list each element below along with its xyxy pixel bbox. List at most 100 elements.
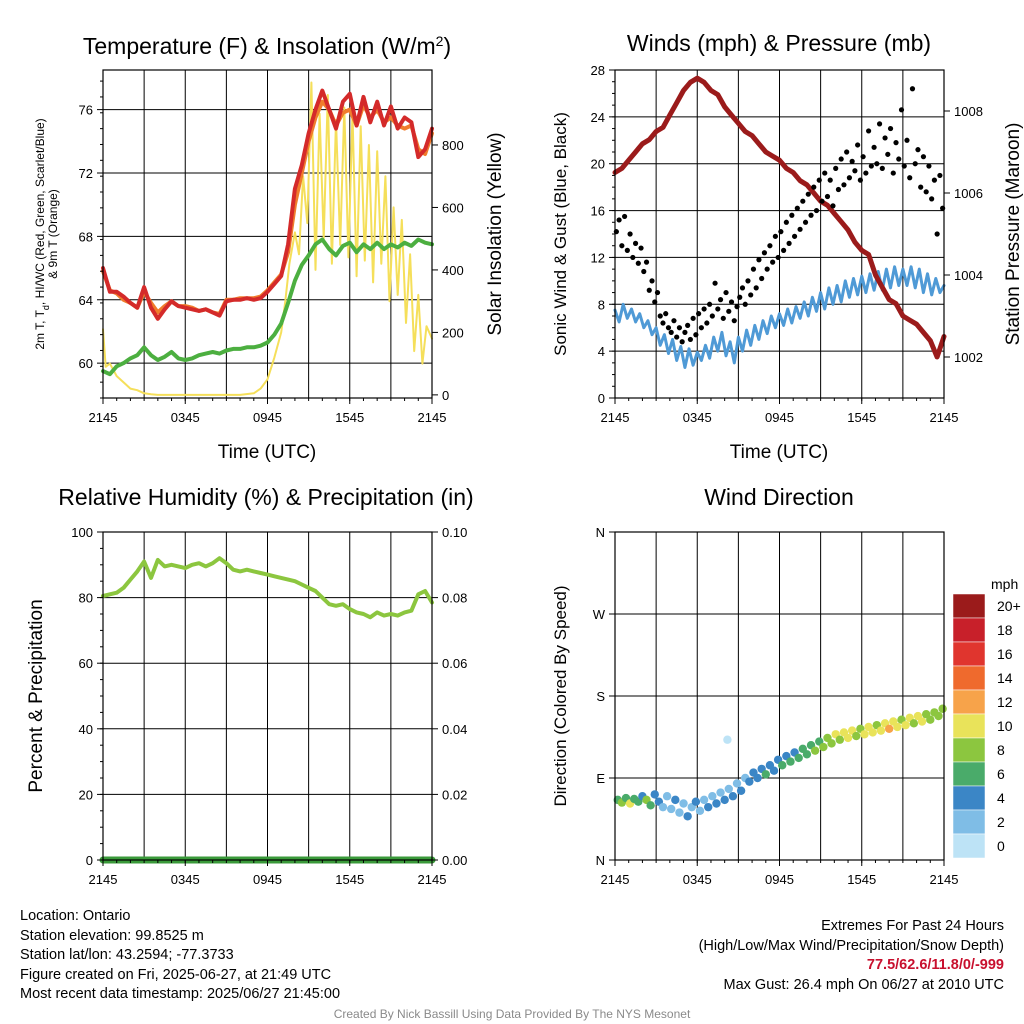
extremes-values: 77.5/62.6/11.8/0/-999: [866, 957, 1004, 973]
colorbar-swatch: [952, 665, 986, 691]
direction-point: [934, 711, 943, 721]
left-tick-label: 8: [598, 297, 605, 312]
left-tick-label: 60: [79, 656, 93, 671]
gust-point: [632, 240, 639, 246]
gust-point: [772, 233, 778, 239]
gust-point: [833, 165, 839, 171]
gust-point: [794, 205, 800, 211]
gust-point: [676, 325, 683, 331]
left-tick-label: W: [593, 607, 606, 622]
extremes-title: Extremes For Past 24 Hours: [821, 918, 1004, 934]
temperature-ylabel-left: 2m T, Td, HI/WC (Red, Green, Scarlet/Blu…: [33, 118, 51, 349]
right-tick-label: 1006: [954, 186, 983, 201]
gust-point: [937, 172, 943, 179]
gust-point: [827, 177, 833, 183]
colorbar-label: 2: [997, 814, 1005, 830]
gust-point: [770, 259, 776, 265]
humidity-ylabel-left: Percent & Precipitation: [26, 599, 47, 792]
colorbar-swatch: [952, 737, 986, 763]
right-tick-label: 400: [442, 263, 464, 278]
colorbar-label: 12: [997, 694, 1013, 710]
winds-title: Winds (mph) & Pressure (mb): [627, 30, 931, 56]
gust-point: [717, 297, 724, 303]
left-tick-label: 0: [598, 391, 605, 406]
left-tick-label: 60: [79, 356, 93, 371]
pressure-series: [612, 75, 947, 360]
direction-point: [728, 792, 738, 801]
gust-point: [819, 198, 825, 204]
plot-frame: [614, 69, 945, 399]
gust-point: [621, 213, 628, 220]
gust-point: [778, 229, 784, 235]
colorbar-label: 20+: [997, 598, 1021, 614]
direction-axes: N E S W N 2145 0345 0945 1545 2145: [593, 525, 959, 887]
right-tick-label: 0: [442, 388, 449, 403]
x-tick-label: 0345: [683, 410, 712, 425]
colorbar-swatch: [952, 641, 986, 667]
direction-point: [835, 735, 845, 744]
gust-point: [824, 193, 831, 200]
colorbar-label: 4: [997, 790, 1005, 806]
gust-point: [764, 266, 770, 272]
gust-point: [739, 285, 746, 291]
left-tick-label: 20: [591, 157, 605, 172]
gust-point: [728, 299, 735, 305]
gust-point: [863, 170, 869, 176]
direction-point: [868, 728, 877, 737]
right-tick-label: 0.02: [442, 787, 467, 802]
gust-point: [759, 275, 765, 282]
direction-point: [884, 724, 894, 733]
gust-point: [671, 318, 677, 324]
gust-point: [879, 165, 885, 171]
left-tick-label: N: [596, 525, 605, 540]
gust-point: [920, 154, 927, 160]
direction-point: [786, 757, 795, 766]
humidity-axes: 0 20 40 60 80 100 0.00 0.02 0.04 0.06 0.08 0.10 2145…: [71, 525, 467, 887]
gust-point: [860, 154, 866, 160]
left-tick-label: 68: [79, 229, 93, 244]
x-tick-label: 1545: [847, 410, 876, 425]
direction-point: [699, 795, 709, 805]
humidity-title: Relative Humidity (%) & Precipitation (i…: [58, 484, 473, 510]
gust-point: [679, 339, 685, 345]
direction-point: [909, 719, 919, 728]
gust-point: [750, 266, 757, 272]
direction-point: [650, 790, 659, 799]
gust-point: [849, 158, 855, 164]
colorbar-label: 10: [997, 718, 1013, 734]
gust-point: [802, 219, 809, 225]
gust-point: [668, 329, 674, 335]
gust-point: [745, 278, 751, 284]
humidity-panel: Relative Humidity (%) & Precipitation (i…: [26, 484, 474, 887]
colorbar-label: 0: [997, 838, 1005, 854]
humidity-grid: [103, 531, 432, 861]
gust-point: [835, 186, 842, 193]
gust-point: [857, 177, 863, 183]
direction-point: [671, 795, 680, 805]
colorbar-swatch: [952, 761, 986, 787]
gust-point: [907, 175, 913, 181]
gust-point: [726, 308, 732, 314]
gust-point: [926, 163, 932, 169]
gust-point: [649, 278, 655, 284]
gust-point: [915, 147, 921, 153]
right-tick-label: 0.10: [442, 525, 467, 540]
direction-point: [860, 730, 869, 739]
gust-point: [616, 217, 622, 223]
gust-point: [742, 301, 748, 307]
gust-point: [846, 175, 853, 181]
plot-frame: [614, 531, 945, 861]
left-tick-label: 72: [79, 166, 93, 181]
left-tick-label: 24: [591, 110, 605, 125]
gust-point: [682, 329, 688, 335]
direction-point: [778, 761, 787, 770]
gust-point: [687, 336, 693, 343]
direction-point: [732, 779, 742, 788]
gust-point: [706, 301, 713, 307]
gust-point: [808, 212, 814, 218]
gust-point: [855, 142, 861, 148]
gust-point: [852, 168, 858, 174]
station-latlon: Station lat/lon: 43.2594; -77.3733: [20, 947, 234, 963]
gust-point: [904, 137, 910, 143]
